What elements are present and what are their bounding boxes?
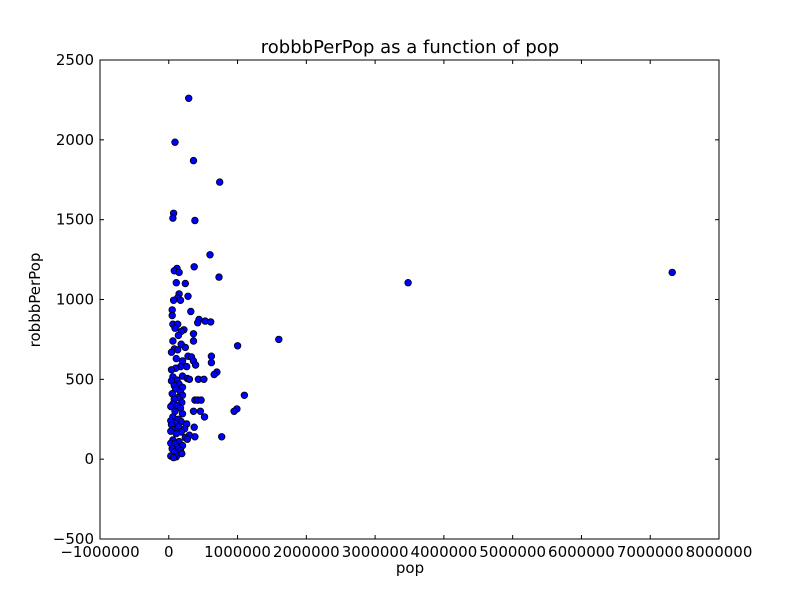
data-point (178, 410, 187, 418)
data-point (207, 358, 216, 367)
x-tick-label: 2000000 (273, 543, 340, 561)
data-point (189, 407, 198, 415)
data-points (167, 94, 676, 462)
data-point (215, 273, 223, 281)
data-point (167, 348, 176, 356)
data-point (275, 335, 283, 344)
data-point (169, 453, 178, 462)
y-tick-label: 2500 (56, 51, 94, 69)
data-point (172, 429, 180, 438)
chart-title: robbbPerPop as a function of pop (261, 37, 559, 58)
data-point (176, 296, 185, 304)
y-tick-label: 500 (65, 370, 94, 388)
data-point (185, 375, 194, 383)
x-tick-label: 3000000 (342, 543, 409, 561)
x-tick-label: 8000000 (686, 543, 753, 561)
data-point (190, 263, 198, 271)
data-point (168, 311, 176, 320)
x-tick-label: −1000000 (60, 543, 139, 561)
y-tick-label: −500 (53, 530, 94, 548)
data-point (189, 337, 198, 345)
y-tick-label: 1000 (56, 291, 94, 309)
data-point (217, 433, 226, 441)
y-tick-label: 2000 (56, 131, 94, 149)
x-tick-label: 1000000 (204, 543, 271, 561)
data-point (172, 279, 180, 287)
data-point (189, 330, 198, 338)
plot-frame (99, 59, 720, 540)
data-point (181, 343, 189, 352)
x-tick-label: 6000000 (548, 543, 615, 561)
x-axis-label: pop (396, 559, 424, 577)
data-point (174, 331, 183, 340)
data-point (191, 216, 199, 225)
data-point (171, 324, 179, 332)
data-point (197, 396, 205, 404)
data-point (200, 413, 209, 421)
data-point (190, 423, 198, 431)
data-point (167, 366, 176, 374)
axis-ticks: −1000000 0 1000000 2000000 3000000 4000000 500… (53, 51, 753, 561)
data-point (404, 279, 412, 287)
data-point (173, 346, 182, 354)
data-point (206, 318, 215, 326)
y-axis-label: robbbPerPop (26, 253, 44, 348)
data-point (191, 361, 200, 369)
data-point (191, 433, 199, 441)
data-point (233, 342, 242, 350)
data-point (169, 296, 178, 304)
data-point (240, 391, 249, 399)
x-tick-label: 0 (164, 543, 174, 561)
data-point (184, 292, 192, 300)
data-point (184, 94, 193, 102)
data-point (181, 279, 189, 288)
data-point (210, 370, 218, 379)
data-point (172, 354, 180, 363)
y-tick-label: 0 (84, 450, 94, 468)
data-point (169, 214, 177, 222)
data-point (178, 449, 186, 458)
data-point (668, 268, 676, 277)
data-point (182, 362, 191, 371)
data-point (167, 402, 175, 411)
data-point (171, 138, 179, 146)
data-point (215, 178, 224, 186)
data-point (196, 407, 205, 415)
y-tick-label: 1500 (56, 211, 94, 229)
data-point (193, 319, 202, 327)
data-point (175, 268, 183, 277)
x-tick-label: 7000000 (617, 543, 684, 561)
data-point (230, 407, 238, 415)
data-point (187, 307, 195, 316)
x-tick-label: 5000000 (479, 543, 546, 561)
data-point (183, 435, 191, 443)
data-point (207, 352, 216, 360)
data-point (189, 156, 198, 165)
x-tick-label: 4000000 (410, 543, 477, 561)
data-point (206, 251, 214, 259)
data-point (169, 337, 177, 345)
data-point (200, 375, 208, 383)
